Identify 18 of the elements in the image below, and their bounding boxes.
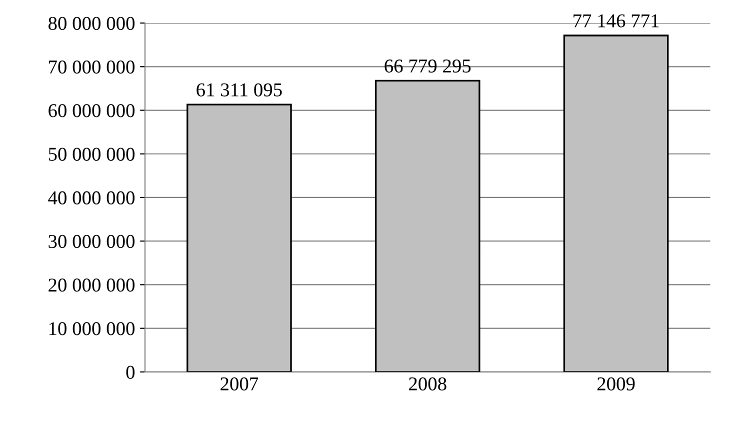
x-tick-label: 2008 <box>409 377 446 390</box>
data-label: 61 311 095 <box>196 83 282 96</box>
bar <box>186 104 292 372</box>
data-label: 66 779 295 <box>384 60 471 73</box>
y-tick-label: 40 000 000 <box>48 191 135 204</box>
y-tick-label: 70 000 000 <box>49 60 135 74</box>
y-tick-label: 10 000 000 <box>49 322 135 336</box>
y-tick-label: 80 000 000 <box>48 16 135 30</box>
y-tick-label: 20 000 000 <box>48 278 135 292</box>
x-tick-label: 2007 <box>220 377 258 390</box>
y-tick-label: 0 <box>126 366 135 379</box>
data-label: 77 146 771 <box>574 14 659 28</box>
bar <box>563 34 669 372</box>
y-tick-label: 30 000 000 <box>48 234 135 248</box>
x-tick-label: 2009 <box>597 377 635 390</box>
bar <box>374 80 480 372</box>
y-tick-label: 50 000 000 <box>48 148 135 161</box>
y-tick-label: 60 000 000 <box>48 104 135 118</box>
